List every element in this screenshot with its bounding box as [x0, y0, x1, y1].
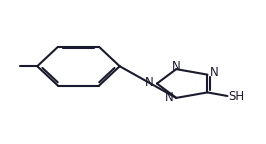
Text: N: N [172, 60, 181, 73]
Text: SH: SH [228, 90, 245, 103]
Text: N: N [164, 91, 173, 104]
Text: N: N [145, 76, 154, 89]
Text: N: N [209, 66, 218, 79]
